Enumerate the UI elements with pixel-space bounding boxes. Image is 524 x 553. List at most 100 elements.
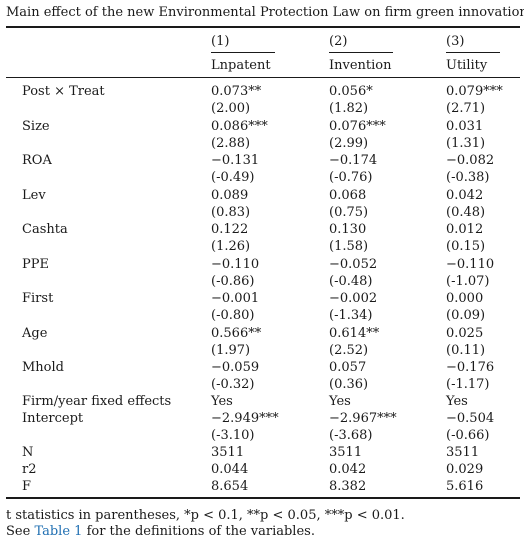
cell-col-3: (-1.17)	[446, 377, 490, 392]
column-2-name: Invention	[329, 58, 392, 73]
table-row: (2.88) (2.99) (1.31)	[0, 135, 524, 152]
table-row: Cashta 0.122 0.130 0.012	[0, 221, 524, 238]
cell-col-1: (-0.32)	[211, 377, 255, 392]
row-label: ROA	[22, 153, 52, 168]
footnote-definitions: See Table 1 for the definitions of the v…	[6, 523, 315, 540]
footnote-definitions-suffix: for the definitions of the variables.	[82, 524, 315, 539]
table-row: N 3511 3511 3511	[0, 444, 524, 461]
table-row: (-0.80) (-1.34) (0.09)	[0, 307, 524, 324]
row-label: Post × Treat	[22, 84, 105, 99]
cell-col-1: −0.059	[211, 360, 260, 375]
table-row: Mhold −0.059 0.057 −0.176	[0, 359, 524, 376]
cell-col-2: (0.75)	[329, 205, 369, 220]
cell-col-1: 0.122	[211, 222, 249, 237]
row-label: F	[22, 479, 32, 494]
cell-col-3: −0.082	[446, 153, 495, 168]
cell-col-2: (1.82)	[329, 101, 369, 116]
cell-col-3: 0.029	[446, 462, 484, 477]
cell-col-1: 0.044	[211, 462, 249, 477]
cell-col-3: −0.110	[446, 257, 495, 272]
row-label: Size	[22, 119, 50, 134]
cell-col-2: 0.057	[329, 360, 367, 375]
cell-col-3: (0.15)	[446, 239, 486, 254]
cell-col-2: 0.130	[329, 222, 367, 237]
row-label: N	[22, 445, 34, 460]
cell-col-2: −0.174	[329, 153, 378, 168]
cell-col-2: 0.614**	[329, 326, 380, 341]
cell-col-3: (1.31)	[446, 136, 486, 151]
table-row: (1.97) (2.52) (0.11)	[0, 342, 524, 359]
row-label: Cashta	[22, 222, 68, 237]
row-label: First	[22, 291, 54, 306]
cell-col-1: 0.089	[211, 188, 249, 203]
row-label: Mhold	[22, 360, 64, 375]
cell-col-1: 0.566**	[211, 326, 262, 341]
cell-col-2: 3511	[329, 445, 363, 460]
header-rule	[6, 77, 520, 78]
table-caption: Main effect of the new Environmental Pro…	[6, 5, 524, 20]
table-row: (2.00) (1.82) (2.71)	[0, 100, 524, 117]
cell-col-3: 0.025	[446, 326, 484, 341]
cell-col-1: (2.88)	[211, 136, 251, 151]
cell-col-3: −0.504	[446, 411, 495, 426]
table-row: ROA −0.131 −0.174 −0.082	[0, 152, 524, 169]
row-label: PPE	[22, 257, 49, 272]
row-label: Lev	[22, 188, 46, 203]
row-label: r2	[22, 462, 37, 477]
column-3-name: Utility	[446, 58, 488, 73]
cell-col-2: (-0.76)	[329, 170, 373, 185]
table-1-link[interactable]: Table 1	[34, 524, 83, 539]
cell-col-2: 8.382	[329, 479, 367, 494]
table-row: (-0.49) (-0.76) (-0.38)	[0, 169, 524, 186]
table-row: (-0.86) (-0.48) (-1.07)	[0, 273, 524, 290]
cell-col-1: −2.949***	[211, 411, 279, 426]
table-row: Lev 0.089 0.068 0.042	[0, 187, 524, 204]
cell-col-2: (-0.48)	[329, 274, 373, 289]
table-row: Age 0.566** 0.614** 0.025	[0, 325, 524, 342]
cell-col-3: 0.000	[446, 291, 484, 306]
column-1-name: Lnpatent	[211, 58, 271, 73]
table-row: Intercept −2.949*** −2.967*** −0.504	[0, 410, 524, 427]
cell-col-2: Yes	[329, 394, 351, 409]
column-1-number: (1)	[211, 34, 230, 49]
column-3-underline	[446, 52, 500, 53]
cell-col-2: −2.967***	[329, 411, 397, 426]
table-row: F 8.654 8.382 5.616	[0, 478, 524, 495]
cell-col-3: Yes	[446, 394, 468, 409]
cell-col-1: −0.001	[211, 291, 260, 306]
cell-col-3: (0.09)	[446, 308, 486, 323]
cell-col-3: 0.079***	[446, 84, 503, 99]
cell-col-2: (1.58)	[329, 239, 369, 254]
table-row: Post × Treat 0.073** 0.056* 0.079***	[0, 83, 524, 100]
cell-col-1: 0.073**	[211, 84, 262, 99]
table-row: PPE −0.110 −0.052 −0.110	[0, 256, 524, 273]
cell-col-2: 0.068	[329, 188, 367, 203]
cell-col-3: 0.012	[446, 222, 484, 237]
cell-col-1: (-0.86)	[211, 274, 255, 289]
cell-col-1: 3511	[211, 445, 245, 460]
cell-col-1: (-3.10)	[211, 428, 255, 443]
row-label: Intercept	[22, 411, 84, 426]
footnote-definitions-prefix: See	[6, 524, 35, 539]
cell-col-2: 0.042	[329, 462, 367, 477]
cell-col-3: (-0.66)	[446, 428, 490, 443]
cell-col-1: Yes	[211, 394, 233, 409]
cell-col-2: 0.076***	[329, 119, 386, 134]
cell-col-2: (2.52)	[329, 343, 369, 358]
cell-col-3: 0.031	[446, 119, 484, 134]
top-rule	[6, 26, 520, 28]
cell-col-2: −0.052	[329, 257, 378, 272]
row-label: Age	[22, 326, 48, 341]
column-2-underline	[329, 52, 393, 53]
cell-col-3: (-0.38)	[446, 170, 490, 185]
bottom-rule	[6, 497, 520, 499]
cell-col-1: (0.83)	[211, 205, 251, 220]
cell-col-1: −0.110	[211, 257, 260, 272]
column-1-underline	[211, 52, 275, 53]
cell-col-1: (-0.49)	[211, 170, 255, 185]
cell-col-1: (2.00)	[211, 101, 251, 116]
column-2-number: (2)	[329, 34, 348, 49]
cell-col-3: 0.042	[446, 188, 484, 203]
cell-col-1: (1.97)	[211, 343, 251, 358]
